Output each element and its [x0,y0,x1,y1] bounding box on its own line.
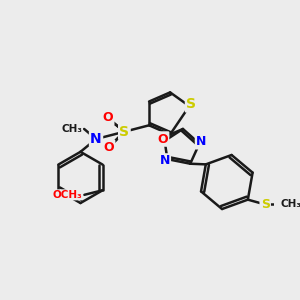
Text: O: O [103,141,114,154]
Text: O: O [103,112,113,124]
Text: OCH₃: OCH₃ [53,190,82,200]
Text: N: N [90,132,102,146]
Text: N: N [159,154,170,167]
Text: S: S [261,198,270,211]
Text: S: S [119,125,129,139]
Text: N: N [196,135,206,148]
Text: O: O [158,133,168,146]
Text: CH₃: CH₃ [281,199,300,209]
Text: S: S [186,97,196,111]
Text: CH₃: CH₃ [61,124,82,134]
